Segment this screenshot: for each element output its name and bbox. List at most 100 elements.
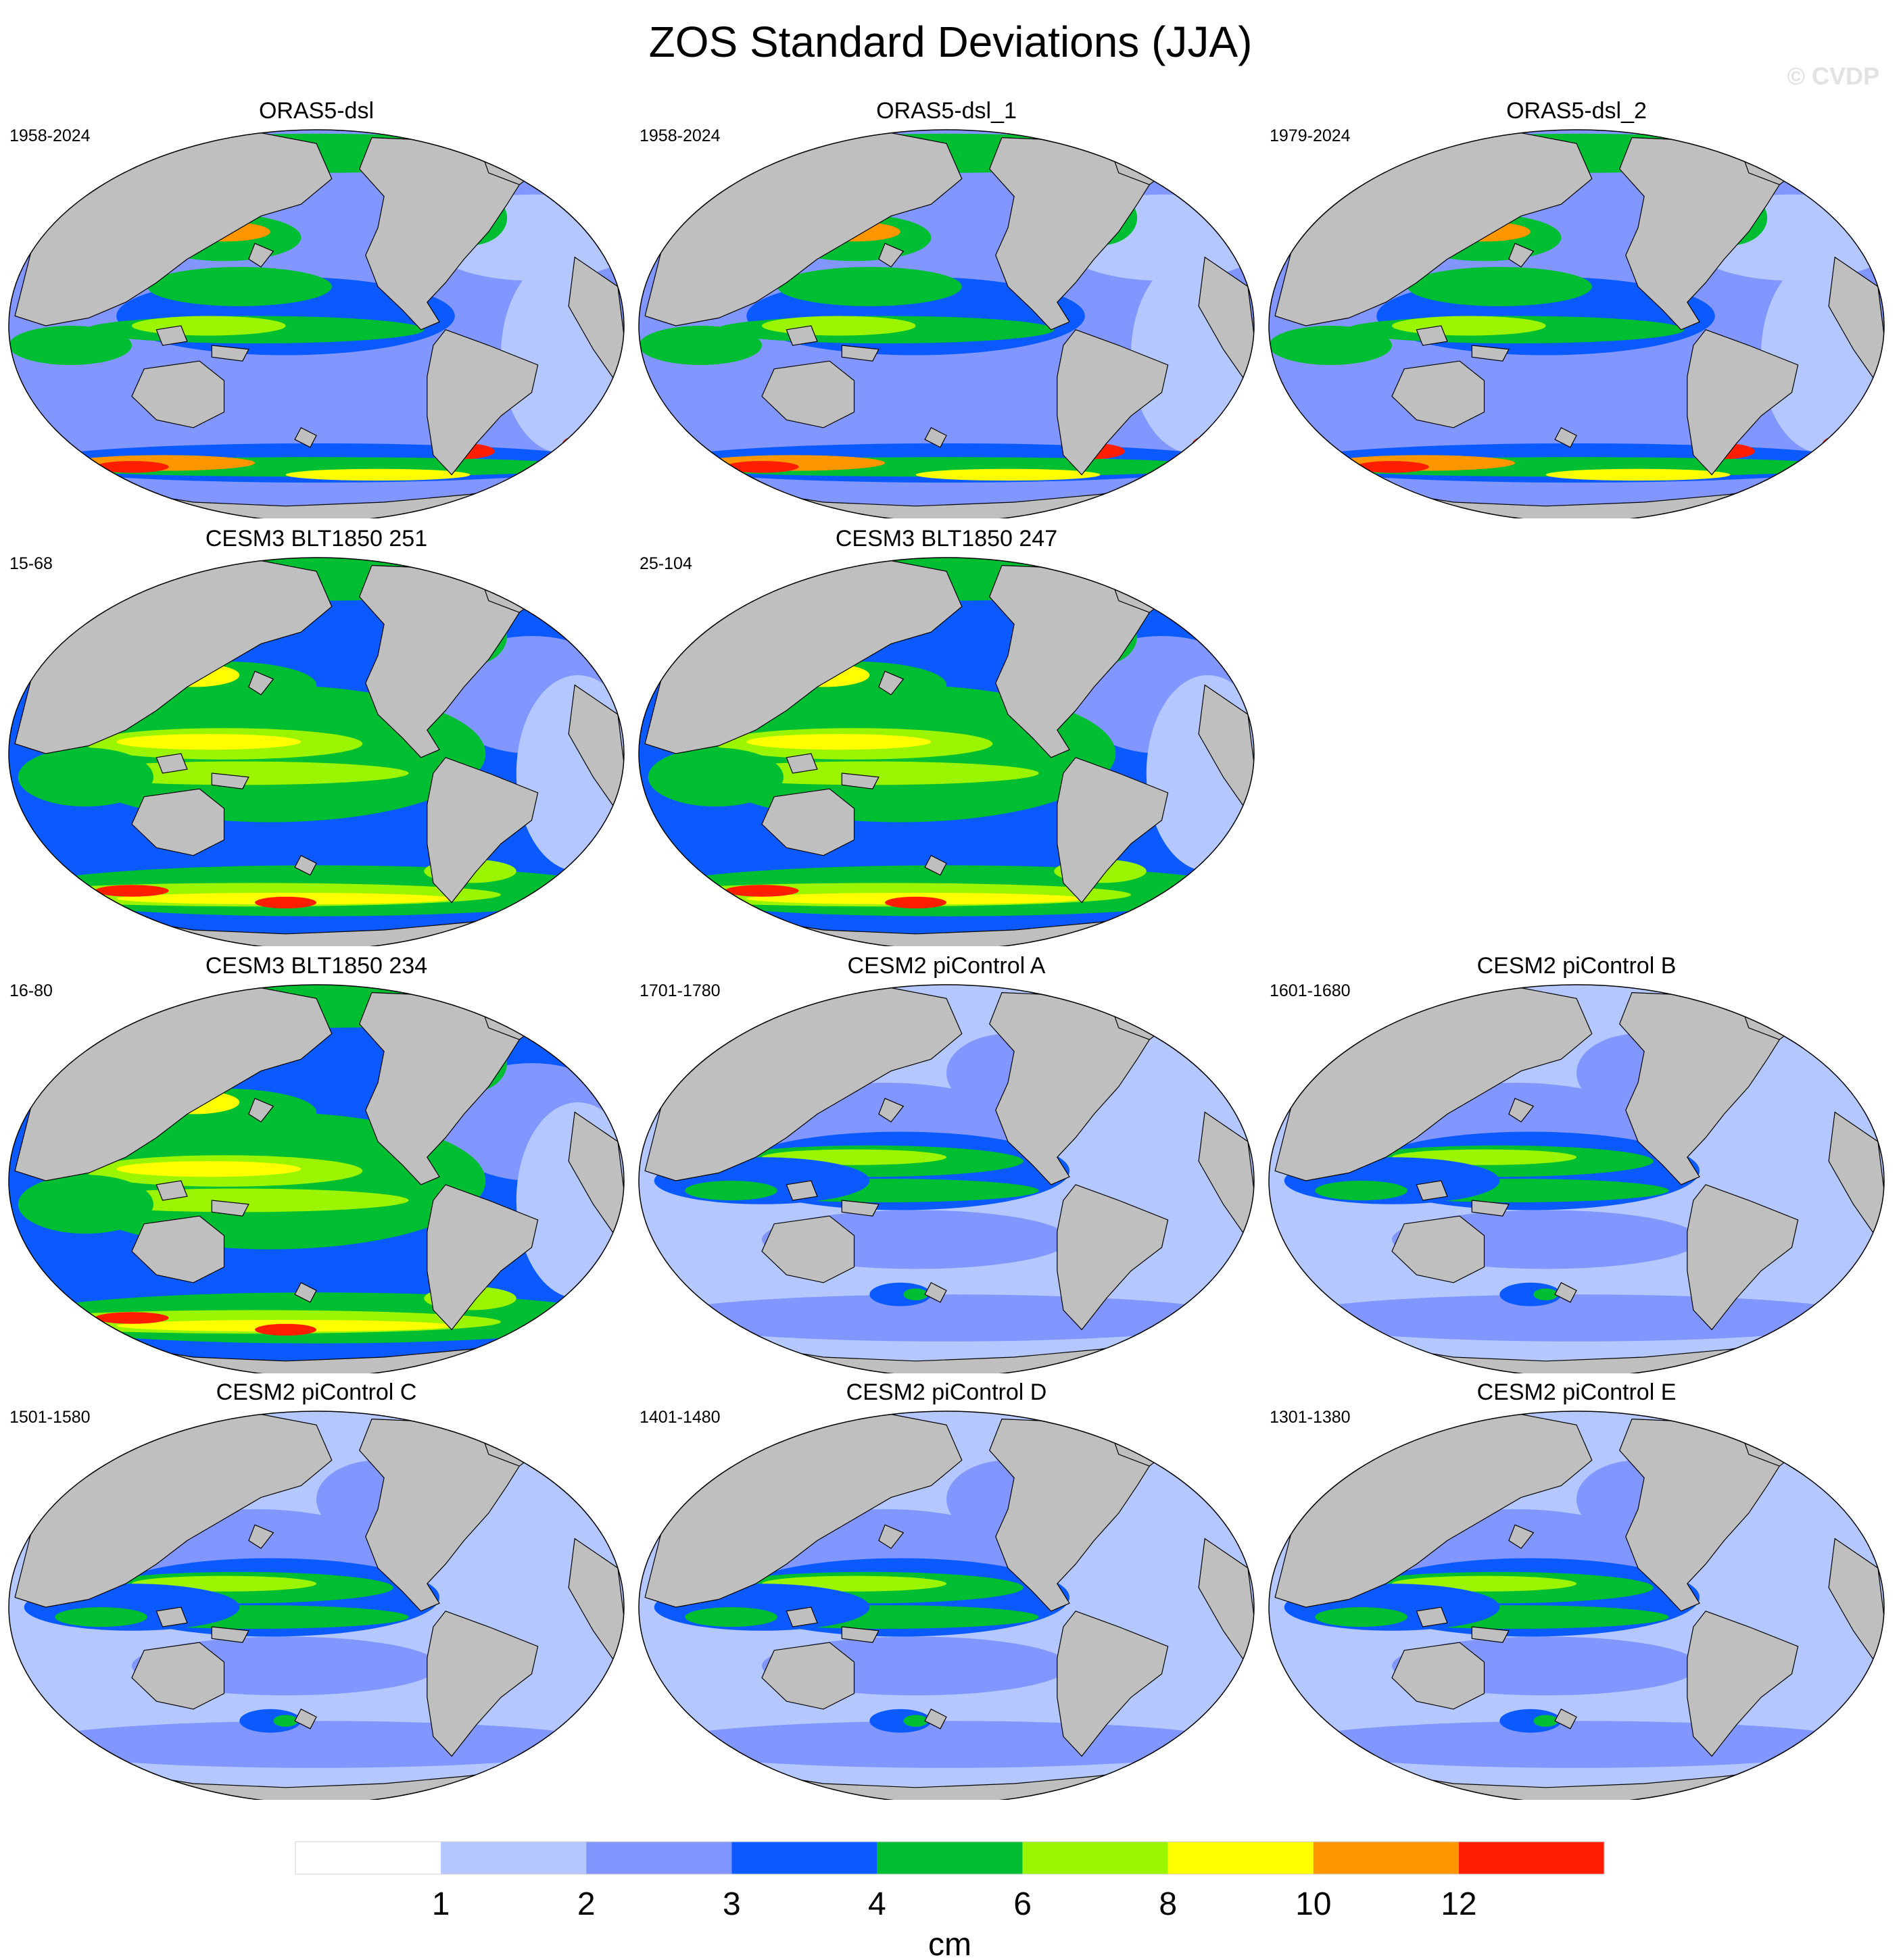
- variability-region: [1407, 267, 1592, 306]
- colorbar-tick-label: 2: [577, 1886, 596, 1922]
- variability-region: [95, 461, 169, 473]
- map-panel: CESM2 piControl A 1701-1780: [638, 951, 1255, 1373]
- land-australia: [131, 788, 225, 856]
- variability-region: [639, 326, 762, 365]
- map-panel: ORAS5-dsl_2 1979-2024: [1268, 96, 1885, 518]
- colorbar-tick-label: 4: [868, 1886, 886, 1922]
- land-australia: [1391, 1215, 1485, 1283]
- variability-region: [777, 267, 962, 306]
- land-samerica: [1687, 329, 1799, 476]
- land-namerica: [1619, 1418, 1793, 1612]
- land-borneo: [786, 1607, 818, 1627]
- variability-region: [869, 1282, 932, 1306]
- variability-region: [255, 1323, 316, 1336]
- variability-region: [725, 885, 799, 897]
- land-namerica: [989, 564, 1163, 758]
- colorbar-swatch: [586, 1842, 732, 1874]
- variability-region: [869, 1709, 932, 1733]
- map-projection: [1268, 984, 1885, 1373]
- land-samerica: [427, 1611, 539, 1757]
- variability-region: [1284, 1294, 1869, 1342]
- variability-region: [1315, 1607, 1407, 1627]
- colorbar-tick-label: 8: [1159, 1886, 1177, 1922]
- land-japan: [248, 1098, 274, 1123]
- land-nz: [924, 426, 947, 448]
- variability-region: [746, 734, 932, 750]
- variability-region: [562, 433, 624, 454]
- map-projection: [1268, 129, 1885, 518]
- land-namerica: [359, 991, 533, 1185]
- land-australia: [131, 1215, 225, 1283]
- variability-region: [654, 1294, 1239, 1342]
- variability-region: [1533, 1288, 1558, 1300]
- land-samerica: [1687, 1611, 1799, 1757]
- land-namerica: [989, 1418, 1163, 1612]
- map-panel: CESM2 piControl B 1601-1680: [1268, 951, 1885, 1373]
- map-panel: ORAS5-dsl_1 1958-2024: [638, 96, 1255, 518]
- variability-region: [239, 1709, 302, 1733]
- land-australia: [1391, 360, 1485, 428]
- colorbar-swatch: [1313, 1842, 1459, 1874]
- land-newguinea: [211, 773, 249, 789]
- land-nz: [294, 1281, 317, 1303]
- colorbar-swatch: [731, 1842, 877, 1874]
- panel-period: 25-104: [640, 554, 692, 573]
- panel-title: CESM2 piControl D: [846, 1379, 1047, 1405]
- land-borneo: [1416, 325, 1448, 346]
- map-projection: [638, 1411, 1255, 1800]
- land-australia: [1391, 1642, 1485, 1710]
- map-projection: [8, 557, 625, 946]
- colorbar-swatch: [1168, 1842, 1314, 1874]
- variability-region: [285, 468, 471, 481]
- map-border: [638, 557, 1255, 946]
- map-projection: [638, 129, 1255, 518]
- land-japan: [1508, 1524, 1535, 1549]
- land-samerica: [1687, 1184, 1799, 1331]
- panel-title: CESM2 piControl A: [847, 953, 1046, 979]
- land-namerica: [359, 137, 533, 330]
- panel-period: 1601-1680: [1270, 981, 1351, 1000]
- land-namerica: [359, 1418, 533, 1612]
- land-nz: [924, 1281, 947, 1303]
- panel-title: CESM2 piControl C: [216, 1379, 417, 1405]
- land-newguinea: [211, 345, 249, 362]
- variability-region: [147, 267, 332, 306]
- land-borneo: [786, 753, 818, 774]
- variability-region: [24, 1721, 609, 1768]
- land-australia: [761, 788, 855, 856]
- variability-region: [9, 326, 132, 365]
- land-borneo: [786, 325, 818, 346]
- variability-region: [255, 896, 316, 909]
- land-samerica: [427, 329, 539, 476]
- map-panel: CESM2 piControl C 1501-1580: [8, 1377, 625, 1800]
- land-borneo: [155, 753, 188, 774]
- variability-region: [95, 1312, 169, 1324]
- land-newguinea: [841, 345, 880, 362]
- land-namerica: [359, 564, 533, 758]
- variability-region: [1545, 468, 1731, 481]
- variability-region: [116, 734, 302, 750]
- land-samerica: [1057, 1611, 1169, 1757]
- map-border: [1268, 984, 1885, 1373]
- panel-period: 1701-1780: [640, 981, 721, 1000]
- map-projection: [8, 1411, 625, 1800]
- panel-period: 1958-2024: [640, 126, 721, 145]
- land-australia: [761, 1642, 855, 1710]
- map-projection: [638, 984, 1255, 1373]
- land-australia: [761, 360, 855, 428]
- land-samerica: [427, 757, 539, 904]
- variability-region: [116, 1161, 302, 1177]
- map-border: [1268, 1411, 1885, 1800]
- land-australia: [761, 1215, 855, 1283]
- panel-title: CESM3 BLT1850 247: [835, 526, 1058, 552]
- land-japan: [878, 243, 905, 268]
- land-newguinea: [841, 1626, 880, 1643]
- land-australia: [131, 1642, 225, 1710]
- colorbar-swatch: [1022, 1842, 1168, 1874]
- variability-region: [55, 1607, 147, 1627]
- land-japan: [878, 1098, 905, 1123]
- variability-region: [1355, 461, 1429, 473]
- variability-region: [725, 461, 799, 473]
- land-newguinea: [211, 1626, 249, 1643]
- land-samerica: [1057, 329, 1169, 476]
